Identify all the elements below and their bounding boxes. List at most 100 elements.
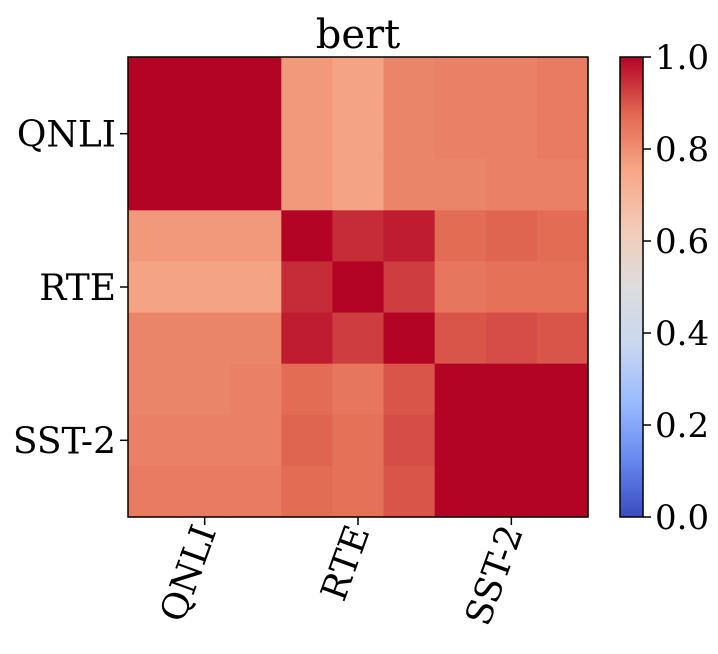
chart-title: bert [316,12,400,58]
heatmap-cell [485,363,538,416]
row-tick-label: QNLI [17,115,116,156]
heatmap-cell [128,108,180,160]
heatmap-cell [383,414,436,467]
heatmap-cell [281,210,334,263]
heatmap-cell [128,210,180,263]
heatmap-cell [434,159,487,211]
heatmap-cell [434,261,487,314]
heatmap-cell [434,414,487,467]
heatmap-cell [281,363,334,416]
heatmap-cell [281,57,334,109]
heatmap-cell [485,57,538,109]
heatmap-cell [281,159,334,211]
heatmap-cell [536,363,589,416]
heatmap-cell [128,363,180,416]
heatmap-cell [434,312,487,365]
heatmap-cell [179,363,231,416]
heatmap-cell [434,108,487,160]
heatmap-cell [383,312,436,365]
heatmap-cell [230,159,282,211]
heatmap-cell [230,312,282,365]
heatmap-cell [536,210,589,263]
colorbar-tick-label: 0.6 [655,222,709,262]
heatmap-cell [536,261,589,314]
heatmap-cell [485,465,538,518]
heatmap-cell [434,210,487,263]
colorbar-tick-label: 0.8 [655,130,709,170]
heatmap-cell [383,57,436,109]
heatmap-cell [332,465,385,518]
heatmap-cell [230,210,282,263]
heatmap-cell [383,210,436,263]
colorbar-tick-group: 0.0 0.2 0.4 0.6 0.8 1.0 [643,38,709,538]
heatmap-cell [230,465,282,518]
row-tick-label: SST-2 [13,421,116,462]
heatmap-cell [230,414,282,467]
heatmap-cell [434,57,487,109]
colorbar-tick-label: 1.0 [655,38,709,78]
heatmap-cell [383,108,436,160]
heatmap-cell [332,312,385,365]
row-tick-label: RTE [39,268,116,309]
heatmap-cell [281,465,334,518]
heatmap-cell [383,159,436,211]
colorbar [619,56,644,518]
heatmap-cell [230,363,282,416]
heatmap-cell [128,465,180,518]
heatmap-cell [536,57,589,109]
heatmap-cell [128,57,180,109]
heatmap-cell [332,414,385,467]
heatmap-cell [536,465,589,518]
row-tick-group: QNLI RTE SST-2 [13,115,128,462]
heatmap-cell [281,312,334,365]
heatmap-cell [485,108,538,160]
heatmap-cell [332,363,385,416]
heatmap-cell [332,108,385,160]
heatmap-cell [230,108,282,160]
heatmap-cell [485,261,538,314]
heatmap-cell [485,210,538,263]
heatmap-cell [536,159,589,211]
heatmap-cell [536,312,589,365]
heatmap-cell [485,159,538,211]
heatmap-cell [230,261,282,314]
heatmap-cell [281,414,334,467]
heatmap-cell [230,57,282,109]
col-tick-group: QNLI RTE SST-2 [153,517,532,631]
heatmap-cell [332,57,385,109]
heatmap-cell [332,261,385,314]
col-tick-label: QNLI [153,520,225,627]
heatmap-cell [281,261,334,314]
heatmap-cell [128,312,180,365]
heatmap-cell [179,465,231,518]
heatmap-cell [383,261,436,314]
heatmap-cell [179,414,231,467]
heatmap-cell [383,465,436,518]
heatmap-cells [128,57,589,518]
heatmap-cell [281,108,334,160]
col-tick-label: SST-2 [458,520,532,631]
colorbar-tick-label: 0.2 [655,406,709,446]
heatmap-cell [179,210,231,263]
col-tick-label: RTE [314,520,379,606]
heatmap-cell [179,159,231,211]
heatmap-cell [536,414,589,467]
heatmap-cell [179,108,231,160]
heatmap-cell [179,57,231,109]
heatmap-cell [179,312,231,365]
colorbar-tick-label: 0.4 [655,314,709,354]
heatmap-cell [434,465,487,518]
heatmap-cell [128,261,180,314]
heatmap-cell [383,363,436,416]
heatmap-cell [128,159,180,211]
heatmap-cell [179,261,231,314]
heatmap-cell [128,414,180,467]
heatmap-cell [332,159,385,211]
heatmap-cell [485,414,538,467]
heatmap-cell [332,210,385,263]
heatmap-cell [536,108,589,160]
colorbar-tick-label: 0.0 [655,498,709,538]
heatmap-cell [485,312,538,365]
heatmap-cell [434,363,487,416]
